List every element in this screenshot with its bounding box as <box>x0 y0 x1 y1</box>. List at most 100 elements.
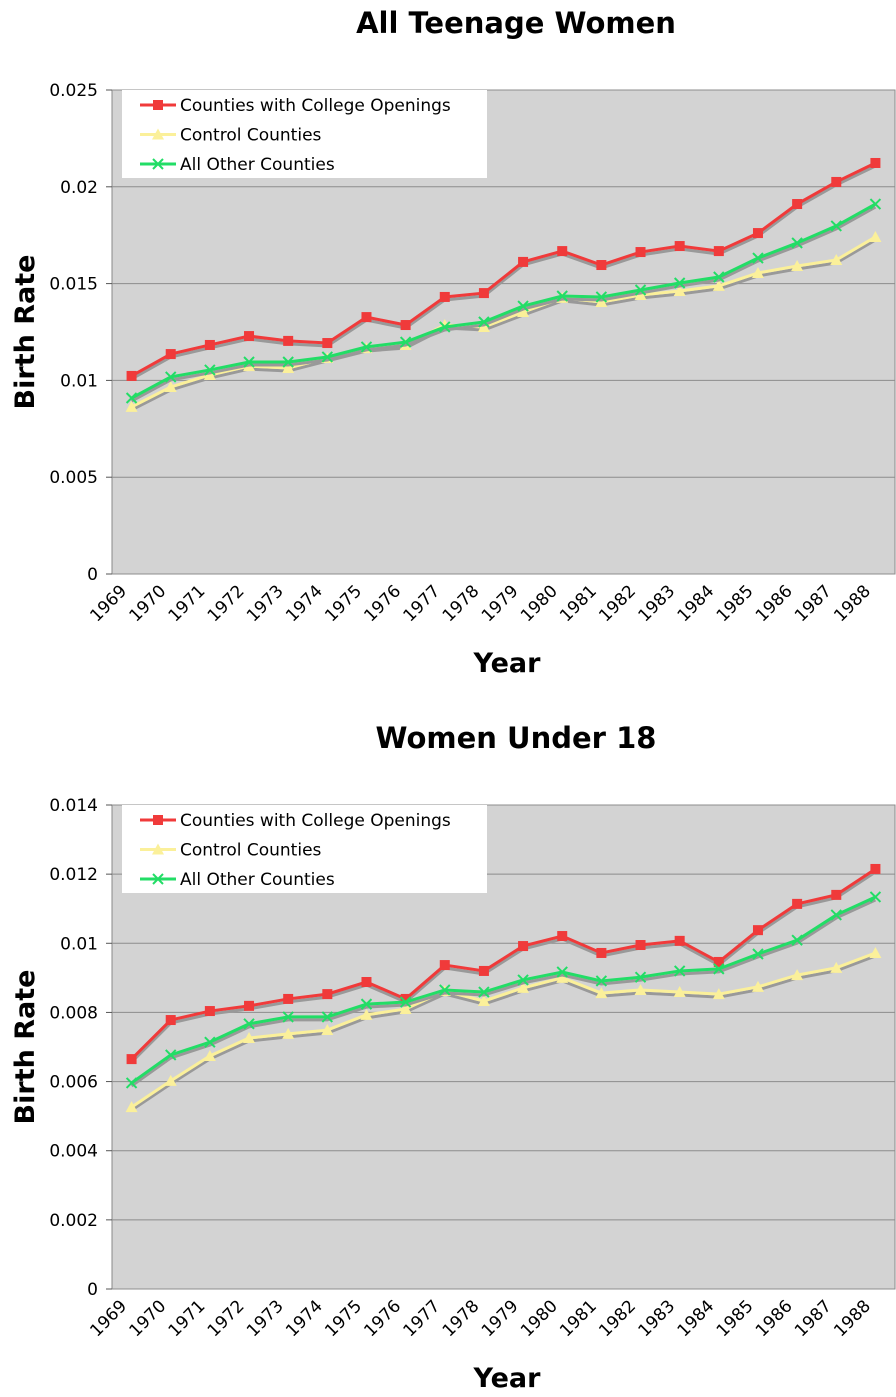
marker <box>360 341 373 353</box>
marker <box>322 338 333 349</box>
x-tick-label: 1981 <box>556 581 601 626</box>
legend-marker <box>153 100 163 110</box>
x-tick-label: 1969 <box>86 1296 131 1341</box>
marker <box>752 252 764 264</box>
marker <box>517 981 530 993</box>
series-line <box>130 895 877 1085</box>
marker <box>713 271 725 283</box>
x-tick-label: 1988 <box>830 581 875 626</box>
series-line <box>130 951 876 1109</box>
marker <box>165 1015 176 1026</box>
x-tick-label: 1979 <box>478 1296 523 1341</box>
marker <box>635 940 646 951</box>
marker <box>399 1002 412 1014</box>
marker <box>830 220 842 232</box>
y-tick-label: 0.01 <box>60 934 98 954</box>
marker <box>360 1008 373 1020</box>
marker <box>830 253 843 265</box>
marker <box>869 230 882 242</box>
marker <box>556 290 568 302</box>
legend-marker <box>152 158 164 170</box>
marker <box>321 1011 334 1023</box>
x-tick-label: 1972 <box>204 1296 249 1341</box>
x-tick-label: 1986 <box>752 1296 797 1341</box>
marker <box>634 983 647 995</box>
x-tick-label: 1980 <box>517 581 562 626</box>
marker <box>399 996 412 1008</box>
marker <box>478 986 490 998</box>
marker <box>792 898 803 909</box>
legend-marker <box>152 873 164 885</box>
marker <box>556 966 568 978</box>
marker <box>439 960 450 971</box>
marker <box>243 1032 256 1044</box>
marker <box>557 931 568 942</box>
marker <box>595 295 608 307</box>
marker <box>165 349 176 360</box>
x-tick-label: 1975 <box>321 1296 366 1341</box>
x-tick-label: 1984 <box>674 581 719 626</box>
marker <box>517 306 530 318</box>
marker <box>125 1077 138 1089</box>
x-tick-label: 1974 <box>282 1296 327 1341</box>
chart: All Teenage Women 0 0.005 0.01 0.015 0.02 0.02… <box>10 6 896 679</box>
marker <box>830 961 843 973</box>
marker <box>400 320 411 331</box>
marker <box>870 157 881 168</box>
marker <box>791 259 804 271</box>
legend-label: Counties with College Openings <box>180 811 451 831</box>
marker <box>478 965 489 976</box>
x-tick-label: 1987 <box>791 581 836 626</box>
x-tick-label: 1986 <box>752 581 797 626</box>
marker <box>399 336 412 348</box>
marker <box>125 400 138 412</box>
y-tick-label: 0.025 <box>49 81 98 101</box>
x-tick-label: 1976 <box>360 1296 405 1341</box>
x-axis-label: Year <box>473 1363 542 1393</box>
marker <box>712 279 725 291</box>
marker <box>557 246 568 257</box>
marker <box>321 1024 334 1036</box>
y-tick-label: 0.006 <box>49 1073 98 1093</box>
marker <box>321 351 334 363</box>
marker <box>517 300 529 312</box>
x-tick-label: 1981 <box>556 1296 601 1341</box>
x-tick-label: 1972 <box>204 581 249 626</box>
marker <box>713 963 725 975</box>
x-tick-label: 1985 <box>713 581 758 626</box>
marker <box>478 316 490 328</box>
marker <box>634 289 647 301</box>
marker <box>869 891 882 903</box>
x-tick-label: 1970 <box>126 1296 171 1341</box>
y-tick-label: 0.005 <box>49 468 98 488</box>
y-tick-label: 0.02 <box>60 178 98 198</box>
marker <box>439 321 451 333</box>
chart-title: Women Under 18 <box>376 721 657 755</box>
marker <box>165 1049 177 1061</box>
marker <box>713 956 724 967</box>
x-tick-label: 1982 <box>595 581 640 626</box>
series-shadow <box>130 238 877 412</box>
marker <box>752 948 764 960</box>
marker <box>791 237 803 249</box>
legend-marker <box>152 843 164 855</box>
marker <box>752 228 763 239</box>
x-tick-label: 1980 <box>517 1296 562 1341</box>
series-shadow <box>130 164 877 381</box>
marker <box>751 266 764 278</box>
marker <box>831 176 842 187</box>
marker <box>595 987 608 999</box>
x-tick-label: 1970 <box>126 581 171 626</box>
marker <box>791 934 803 946</box>
marker <box>439 291 450 302</box>
x-tick-label: 1974 <box>282 581 327 626</box>
x-tick-label: 1977 <box>400 1296 445 1341</box>
marker <box>165 371 177 383</box>
y-tick-label: 0.012 <box>49 865 98 885</box>
legend-label: All Other Counties <box>180 870 335 890</box>
marker <box>164 1074 177 1086</box>
legend-marker <box>153 815 163 825</box>
marker <box>439 984 451 996</box>
legend-box <box>122 805 487 893</box>
